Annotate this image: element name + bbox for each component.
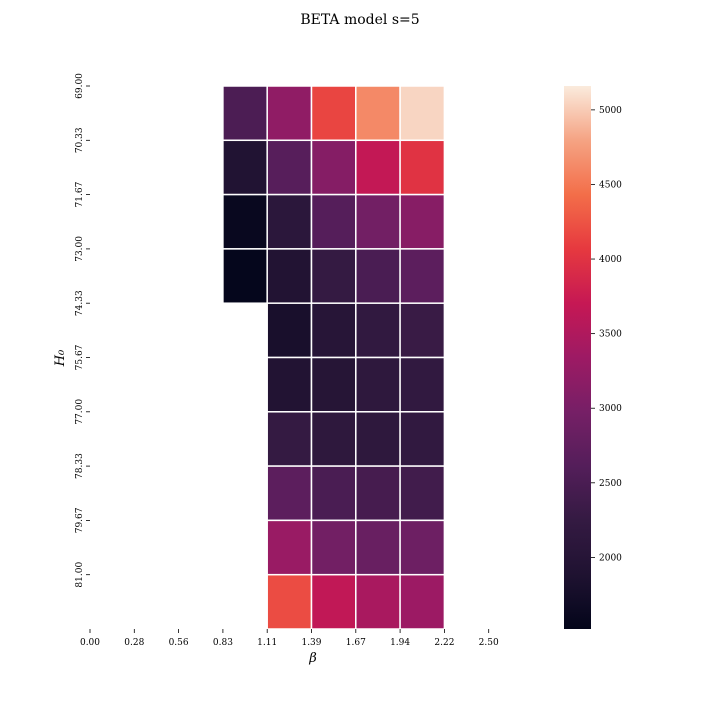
heatmap-cell xyxy=(355,519,401,576)
heatmap-cell xyxy=(310,573,357,630)
heatmap-cell xyxy=(310,356,357,413)
y-tick-label: 71.67 xyxy=(75,181,85,207)
heatmap-cell xyxy=(399,85,446,142)
heatmap-cell xyxy=(399,356,446,413)
x-tick-label: 2.22 xyxy=(434,638,454,648)
x-tick-label: 0.56 xyxy=(169,638,189,648)
heatmap-cell xyxy=(399,248,446,304)
y-tick-label: 69.00 xyxy=(75,73,85,99)
heatmap-cell xyxy=(310,248,357,304)
heatmap-cell xyxy=(310,465,357,522)
y-tick-label: 79.67 xyxy=(75,507,85,533)
colorbar-ticks: 2000 2500 3000 3500 4000 4500 5000 xyxy=(591,106,622,563)
colorbar-tick-label: 4500 xyxy=(599,180,622,190)
y-tick-label: 81.00 xyxy=(75,562,85,588)
heatmap-cell xyxy=(310,139,357,196)
heatmap-cell xyxy=(355,302,401,359)
heatmap-cell xyxy=(355,139,401,196)
x-tick-label: 1.39 xyxy=(301,638,321,648)
x-axis-ticks: 0.00 0.28 0.56 0.83 1.11 1.39 1.67 1.94 2.22 2.50 xyxy=(80,629,499,648)
heatmap-cell xyxy=(355,573,401,630)
heatmap-cell xyxy=(222,248,268,304)
heatmap-cell xyxy=(222,85,268,142)
heatmap-cell xyxy=(266,465,313,522)
y-tick-label: 78.33 xyxy=(75,453,85,479)
heatmap-cell xyxy=(399,302,446,359)
heatmap-cell xyxy=(399,519,446,576)
x-tick-label: 1.11 xyxy=(257,638,277,648)
heatmap-cell xyxy=(266,302,313,359)
x-axis-label: β xyxy=(308,651,317,666)
heatmap-cell xyxy=(355,356,401,413)
heatmap-cell xyxy=(310,302,357,359)
colorbar xyxy=(564,86,591,629)
chart-title: BETA model s=5 xyxy=(300,12,419,28)
colorbar-tick-label: 5000 xyxy=(599,106,622,116)
heatmap-cell xyxy=(310,193,357,250)
heatmap-cell xyxy=(266,519,313,576)
heatmap-cell xyxy=(310,411,357,467)
x-tick-label: 1.67 xyxy=(346,638,366,648)
heatmap-cell xyxy=(355,465,401,522)
x-tick-label: 2.50 xyxy=(479,638,499,648)
heatmap-cell xyxy=(266,139,313,196)
x-tick-label: 0.28 xyxy=(124,638,144,648)
heatmap-cell xyxy=(310,519,357,576)
colorbar-tick-label: 2500 xyxy=(599,479,622,489)
heatmap-cell xyxy=(355,193,401,250)
y-axis-label: H₀ xyxy=(53,349,68,367)
y-tick-label: 70.33 xyxy=(75,127,85,153)
heatmap-cell xyxy=(266,248,313,304)
heatmap-cell xyxy=(266,573,313,630)
heatmap-cell xyxy=(266,193,313,250)
heatmap-cell xyxy=(399,573,446,630)
y-tick-label: 74.33 xyxy=(75,290,85,316)
heatmap-cell xyxy=(399,411,446,467)
y-tick-label: 77.00 xyxy=(75,399,85,425)
heatmap-cell xyxy=(266,85,313,142)
heatmap-cell xyxy=(310,85,357,142)
x-tick-label: 0.00 xyxy=(80,638,100,648)
heatmap-cell xyxy=(266,411,313,467)
heatmap-cell xyxy=(355,411,401,467)
heatmap-cell xyxy=(266,356,313,413)
heatmap-cell xyxy=(222,139,268,196)
y-tick-label: 73.00 xyxy=(75,236,85,262)
y-tick-label: 75.67 xyxy=(75,344,85,370)
colorbar-tick-label: 4000 xyxy=(599,255,622,265)
heatmap-cells xyxy=(222,85,446,630)
x-tick-label: 1.94 xyxy=(390,638,410,648)
colorbar-tick-label: 2000 xyxy=(599,553,622,563)
heatmap-cell xyxy=(355,85,401,142)
colorbar-tick-label: 3500 xyxy=(599,330,622,340)
heatmap-cell xyxy=(399,139,446,196)
y-axis-ticks: 69.00 70.33 71.67 73.00 74.33 75.67 77.00 78.33… xyxy=(75,73,90,588)
heatmap-cell xyxy=(399,465,446,522)
heatmap-cell xyxy=(222,193,268,250)
heatmap-cell xyxy=(399,193,446,250)
x-tick-label: 0.83 xyxy=(213,638,233,648)
heatmap-cell xyxy=(355,248,401,304)
colorbar-tick-label: 3000 xyxy=(599,404,622,414)
